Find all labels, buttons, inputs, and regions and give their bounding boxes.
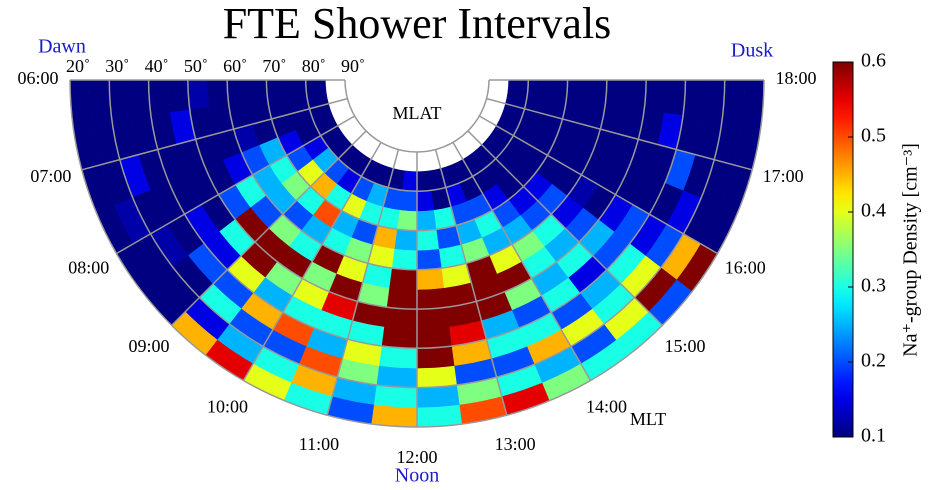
heatmap-cell bbox=[246, 79, 268, 103]
lat-tick-label: 40˚ bbox=[145, 56, 169, 76]
mlt-tick-label: 13:00 bbox=[495, 434, 536, 454]
heatmap-cell bbox=[416, 384, 461, 408]
heatmap-cell bbox=[416, 306, 450, 330]
heatmap-cell bbox=[266, 79, 288, 100]
heatmap-cell bbox=[416, 326, 453, 349]
grid-spoke bbox=[452, 141, 592, 381]
colorbar-tick-label: 0.5 bbox=[861, 125, 886, 147]
heatmap-cell bbox=[643, 79, 667, 113]
colorbar bbox=[832, 61, 854, 438]
mlt-tick-label: 15:00 bbox=[664, 336, 705, 356]
heatmap-cell bbox=[624, 79, 647, 111]
heatmap-cell bbox=[416, 229, 440, 251]
mlt-tick-label: 17:00 bbox=[763, 166, 804, 186]
heatmap-cell bbox=[416, 287, 448, 310]
colorbar-tick-label: 0.4 bbox=[861, 200, 886, 222]
heatmap-cell bbox=[566, 79, 588, 103]
dusk-label: Dusk bbox=[731, 40, 773, 62]
grid-spoke bbox=[171, 130, 367, 326]
mlt-tick-label: 09:00 bbox=[128, 336, 169, 356]
grid-spoke bbox=[478, 115, 718, 255]
heatmap-cell bbox=[399, 190, 418, 212]
heatmap-cell bbox=[604, 79, 627, 108]
mlt-tick-label: 14:00 bbox=[586, 396, 627, 416]
colorbar-tick-label: 0.6 bbox=[861, 50, 886, 72]
heatmap-cell bbox=[416, 190, 435, 212]
heatmap-cell bbox=[391, 248, 418, 271]
heatmap-cell bbox=[69, 79, 93, 126]
heatmap-cell bbox=[384, 306, 418, 330]
grid-spoke bbox=[81, 97, 348, 171]
heatmap-cell bbox=[416, 365, 458, 388]
mlt-tick-label: 11:00 bbox=[299, 434, 339, 454]
grid-spoke bbox=[326, 149, 400, 416]
colorbar-tick-label: 0.3 bbox=[861, 275, 886, 297]
heatmap-cell bbox=[285, 79, 307, 98]
heatmap-cell bbox=[389, 267, 418, 290]
colorbar-label: Na⁺-group Density [cm⁻³] bbox=[900, 143, 922, 357]
chart-title: FTE Shower Intervals bbox=[223, 0, 612, 48]
colorbar-tick-label: 0.1 bbox=[861, 425, 886, 447]
lat-tick-label: 80˚ bbox=[302, 56, 326, 76]
heatmap-cell bbox=[416, 209, 437, 231]
heatmap-cell bbox=[682, 79, 706, 118]
mlt-tick-label: 12:00 bbox=[396, 447, 437, 467]
grid-spoke bbox=[467, 130, 663, 326]
lat-tick-label: 70˚ bbox=[262, 56, 286, 76]
heatmap-cell bbox=[371, 404, 418, 428]
grid-spoke bbox=[486, 97, 753, 171]
lat-tick-label: 60˚ bbox=[223, 56, 247, 76]
dawn-label: Dawn bbox=[38, 36, 86, 58]
heatmap-cell bbox=[527, 79, 549, 98]
heatmap-cell bbox=[397, 209, 418, 231]
lat-tick-label: 50˚ bbox=[184, 56, 208, 76]
heatmap-cell bbox=[546, 79, 568, 100]
grid-spoke bbox=[242, 141, 382, 381]
heatmap-cell bbox=[381, 326, 418, 349]
mlt-tick-label: 10:00 bbox=[207, 396, 248, 416]
mlt-tick-label: 16:00 bbox=[725, 258, 766, 278]
heatmap-cell bbox=[148, 79, 171, 116]
heatmap-cell bbox=[89, 79, 113, 124]
heatmap-cell bbox=[402, 170, 418, 192]
grid-spoke bbox=[116, 115, 356, 255]
heatmap-cell bbox=[741, 79, 765, 126]
heatmap-cell bbox=[416, 404, 463, 428]
mlat-label: MLAT bbox=[393, 103, 442, 123]
heatmap-cell bbox=[207, 79, 230, 108]
heatmap-cell bbox=[416, 248, 443, 271]
noon-label: Noon bbox=[395, 465, 439, 487]
heatmap-cell bbox=[663, 79, 686, 116]
heatmap-cell bbox=[585, 79, 608, 106]
heatmap-cell bbox=[416, 345, 455, 369]
mlt-tick-label: 06:00 bbox=[17, 68, 58, 88]
heatmap-cell bbox=[416, 267, 445, 290]
mlt-tick-label: 07:00 bbox=[30, 166, 71, 186]
heatmap-cell bbox=[109, 79, 132, 121]
lat-tick-label: 20˚ bbox=[66, 56, 90, 76]
heatmap-cell bbox=[376, 365, 418, 388]
heatmap-cell bbox=[226, 79, 249, 106]
lat-tick-label: 30˚ bbox=[105, 56, 129, 76]
mlt-tick-label: 18:00 bbox=[775, 68, 816, 88]
grid-spoke bbox=[434, 149, 508, 416]
mlt-label: MLT bbox=[630, 409, 666, 429]
heatmap-cell bbox=[379, 345, 418, 369]
heatmap-cell bbox=[507, 79, 529, 95]
colorbar-tick-label: 0.2 bbox=[861, 350, 886, 372]
heatmap-cell bbox=[187, 79, 210, 111]
heatmap-cell bbox=[394, 229, 418, 251]
mlt-tick-label: 08:00 bbox=[68, 258, 109, 278]
heatmap-cell bbox=[128, 79, 152, 118]
heatmap-cell bbox=[721, 79, 745, 124]
heatmap-cell bbox=[373, 384, 418, 408]
lat-tick-label: 90˚ bbox=[341, 56, 365, 76]
heatmap-cell bbox=[702, 79, 725, 121]
heatmap-cell bbox=[167, 79, 191, 113]
heatmap-cell bbox=[386, 287, 418, 310]
